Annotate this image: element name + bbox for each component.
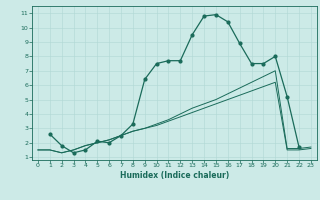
X-axis label: Humidex (Indice chaleur): Humidex (Indice chaleur) [120,171,229,180]
